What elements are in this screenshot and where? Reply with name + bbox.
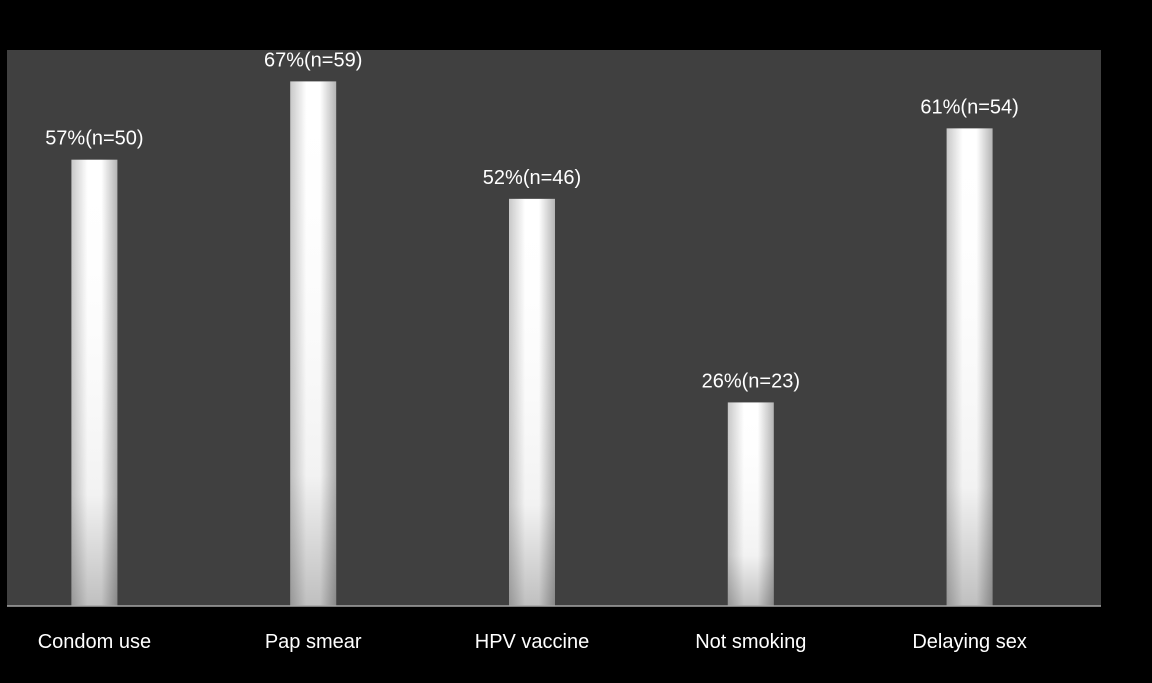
bar xyxy=(509,198,555,606)
data-label: 67%(n=59) xyxy=(264,49,362,71)
data-labels: 57%(n=50) 67%(n=59) 52%(n=46) 26%(n=23) 61%(… xyxy=(45,49,1019,392)
x-tick-label: Pap smear xyxy=(265,631,362,653)
bar xyxy=(71,159,118,606)
data-label: 61%(n=54) xyxy=(920,96,1018,118)
data-label: 57%(n=50) xyxy=(45,128,143,150)
x-tick-label: Not smoking xyxy=(695,631,806,653)
x-tick-label: Delaying sex xyxy=(912,631,1027,653)
bar-shade xyxy=(290,81,337,606)
bars xyxy=(71,81,993,606)
x-tick-label: HPV vaccine xyxy=(475,631,590,653)
x-tick-label: Condom use xyxy=(38,631,151,653)
bar xyxy=(727,402,774,606)
bar-shade xyxy=(727,402,774,606)
bar xyxy=(290,81,337,606)
x-tick-labels: Condom use Pap smear HPV vaccine Not smokin… xyxy=(38,631,1027,653)
data-label: 52%(n=46) xyxy=(483,167,581,189)
bar-shade xyxy=(946,128,993,606)
bar-shade xyxy=(509,198,555,606)
bar-shade xyxy=(71,159,118,606)
data-label: 26%(n=23) xyxy=(702,370,800,392)
bar xyxy=(946,128,993,606)
